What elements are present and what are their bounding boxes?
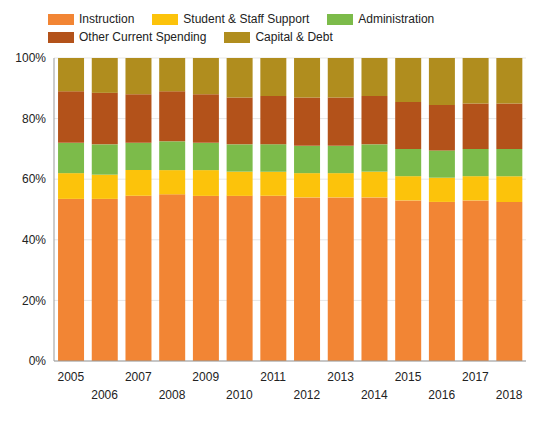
svg-text:20%: 20%: [22, 294, 46, 308]
svg-text:0%: 0%: [29, 354, 47, 368]
svg-text:2016: 2016: [428, 388, 455, 402]
svg-text:2010: 2010: [226, 388, 253, 402]
svg-text:40%: 40%: [22, 233, 46, 247]
html-text:Other Current Spending: Other Current Spending: [79, 30, 207, 44]
svg-text:2009: 2009: [192, 370, 219, 384]
svg-text:2018: 2018: [496, 388, 523, 402]
svg-text:2008: 2008: [159, 388, 186, 402]
svg-text:2011: 2011: [260, 370, 286, 384]
html-text:Administration: Administration: [358, 12, 435, 26]
svg-text:80%: 80%: [22, 112, 46, 126]
svg-text:60%: 60%: [22, 172, 46, 186]
svg-text:2005: 2005: [58, 370, 85, 384]
svg-text:2007: 2007: [125, 370, 152, 384]
svg-text:2013: 2013: [327, 370, 354, 384]
html-text:Student & Staff Support: Student & Staff Support: [183, 12, 310, 26]
svg-text:2015: 2015: [395, 370, 422, 384]
svg-text:100%: 100%: [15, 51, 46, 65]
html-text:Capital & Debt: Capital & Debt: [255, 30, 333, 44]
svg-text:2006: 2006: [91, 388, 118, 402]
svg-text:2014: 2014: [361, 388, 388, 402]
svg-text:2017: 2017: [462, 370, 489, 384]
svg-text:2012: 2012: [294, 388, 321, 402]
html-text:Instruction: Instruction: [79, 12, 135, 26]
